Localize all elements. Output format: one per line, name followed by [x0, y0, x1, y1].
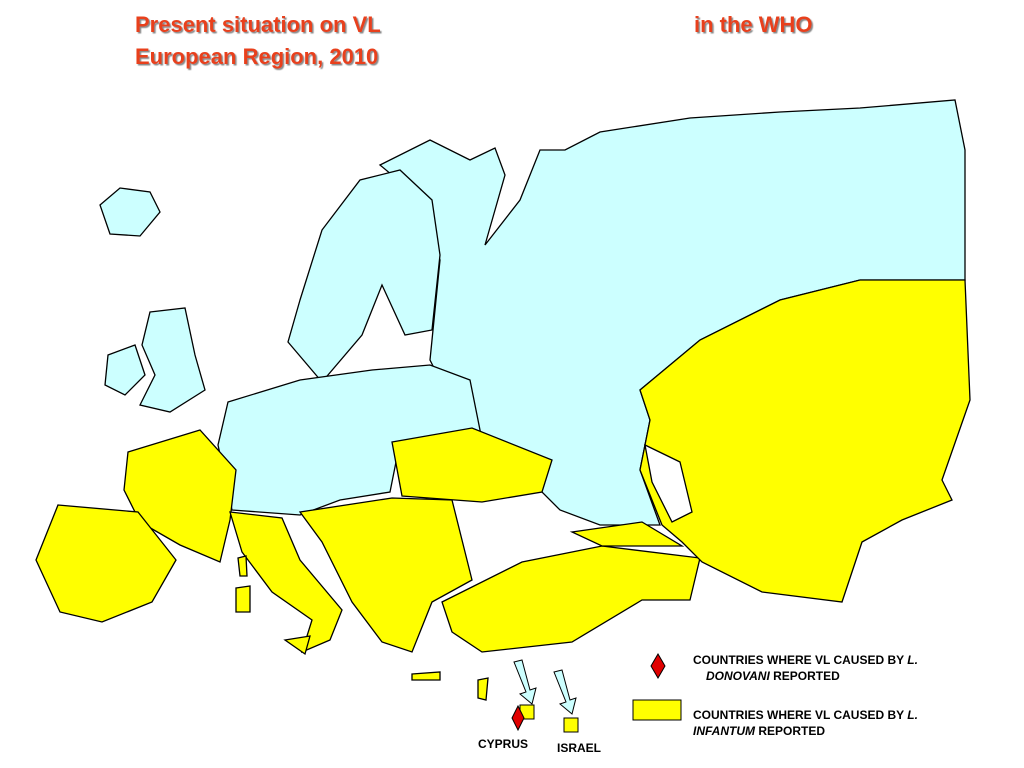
- legend-text: REPORTED: [773, 669, 840, 683]
- legend-swatch: [632, 699, 682, 721]
- legend-species: L.: [907, 653, 918, 667]
- ireland: [104, 344, 146, 396]
- title-line2: European Region, 2010: [135, 44, 378, 69]
- legend-text: COUNTRIES WHERE VL CAUSED BY: [693, 653, 904, 667]
- legend-species: L.: [907, 708, 918, 722]
- label-israel: ISRAEL: [557, 741, 601, 755]
- france: [123, 429, 237, 563]
- cyprus-island: [477, 677, 489, 701]
- arrows: [513, 659, 577, 715]
- arrow: [513, 659, 537, 705]
- title-line1-right: in the WHO: [694, 12, 813, 37]
- map: [35, 99, 971, 701]
- label-cyprus: CYPRUS: [478, 737, 528, 751]
- sicily: [283, 635, 311, 656]
- crete: [411, 671, 441, 681]
- legend-text: COUNTRIES WHERE VL CAUSED BY: [693, 708, 904, 722]
- caspian: [644, 443, 693, 523]
- caucasus: [569, 521, 685, 547]
- legend-text: REPORTED: [758, 724, 825, 738]
- iberia: [35, 504, 177, 623]
- legend-diamond: [650, 653, 666, 679]
- ukraine: [391, 427, 553, 503]
- corsica: [237, 555, 248, 577]
- uk: [139, 307, 206, 413]
- cyprus-diamond: [511, 704, 525, 732]
- arrow: [553, 669, 577, 715]
- israel-box: [563, 717, 579, 733]
- legend-species: DONOVANI: [706, 669, 770, 683]
- title-line1-left: Present situation on VL: [135, 12, 381, 37]
- legend-infantum: COUNTRIES WHERE VL CAUSED BY L. INFANTUM…: [693, 708, 921, 738]
- central-asia: [639, 279, 971, 603]
- italy: [229, 511, 343, 654]
- sardinia: [235, 585, 251, 613]
- iceland: [99, 187, 161, 237]
- scandinavia: [287, 169, 441, 384]
- balkans: [298, 497, 473, 653]
- legend-species: INFANTUM: [693, 724, 756, 738]
- turkey: [441, 545, 701, 653]
- legend-donovani: COUNTRIES WHERE VL CAUSED BY L. DONOVANI…: [693, 653, 921, 683]
